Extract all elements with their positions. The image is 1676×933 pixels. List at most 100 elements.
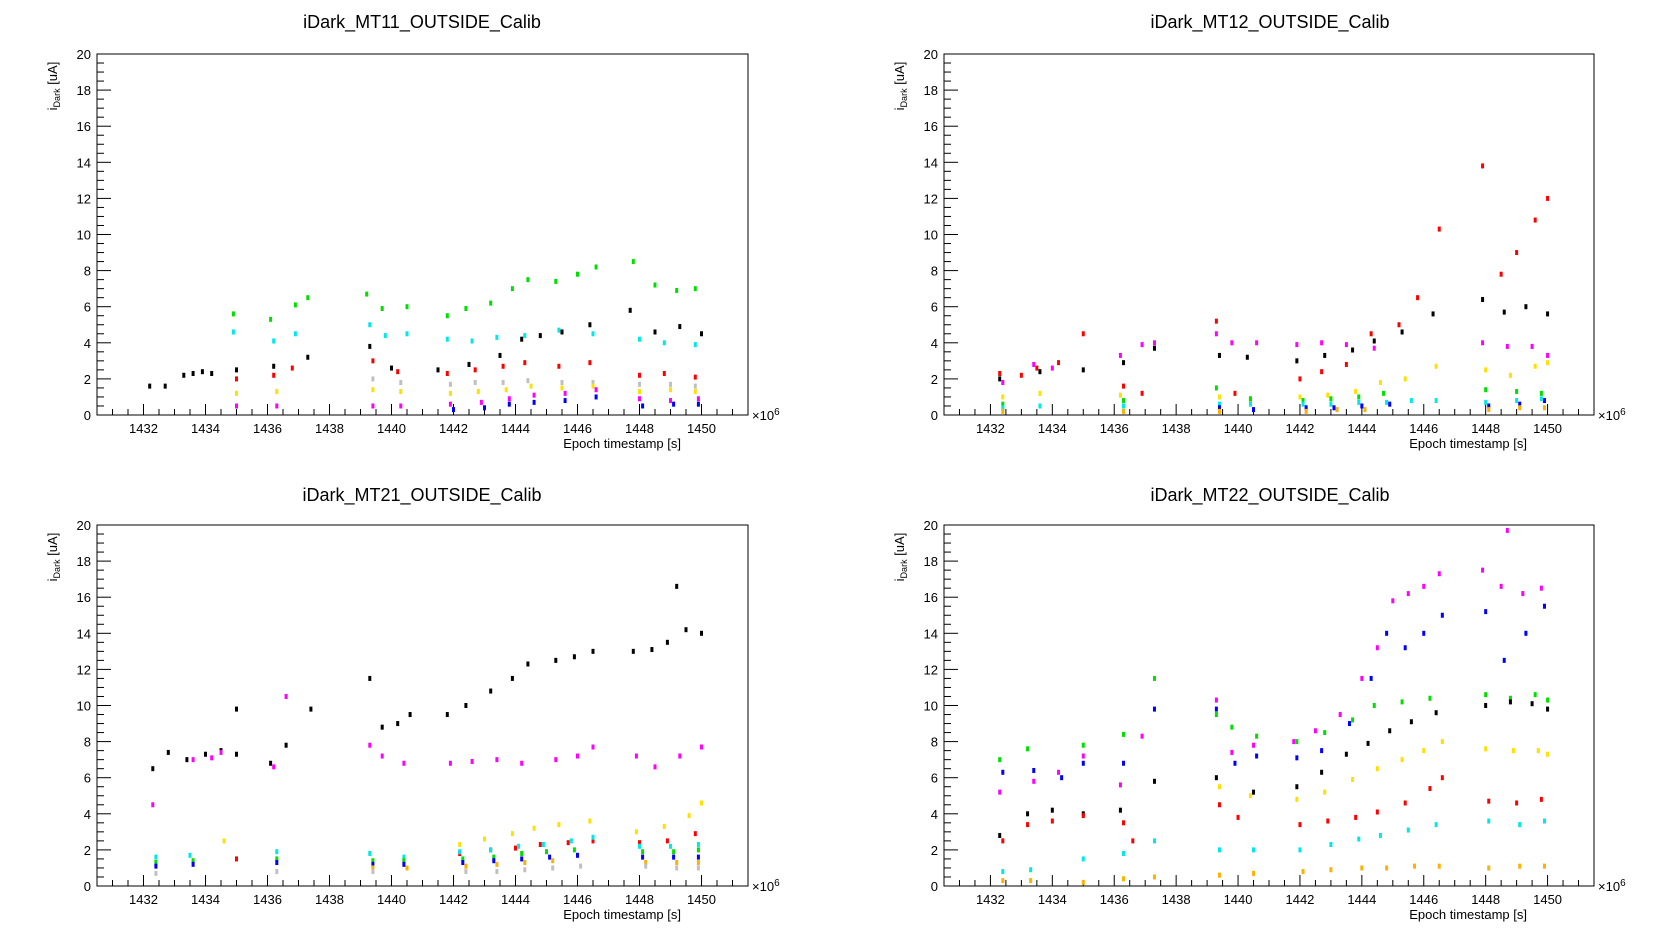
x-exponent-base: ×10	[1598, 879, 1620, 894]
data-point	[700, 331, 703, 337]
data-point	[1001, 408, 1005, 414]
data-point	[1217, 802, 1221, 808]
data-point	[1422, 748, 1426, 754]
plot-frame	[943, 53, 1595, 416]
data-point	[476, 389, 480, 395]
data-point	[498, 352, 502, 358]
data-point	[1536, 748, 1540, 754]
data-series-8	[1001, 863, 1546, 885]
x-tick-label: 1438	[1162, 421, 1191, 436]
data-point	[399, 403, 403, 409]
data-point	[1487, 865, 1491, 871]
data-point	[399, 380, 403, 386]
data-series-4	[235, 358, 697, 382]
data-point	[368, 675, 372, 681]
y-tick-label: 8	[931, 735, 938, 750]
data-point	[1081, 879, 1085, 885]
data-point	[383, 333, 387, 339]
data-point	[1060, 775, 1064, 781]
data-point	[669, 398, 672, 404]
data-point	[634, 753, 638, 759]
x-tick-label: 1446	[563, 421, 592, 436]
data-point	[1152, 345, 1156, 351]
data-point	[557, 363, 561, 369]
data-series-6	[1001, 775, 1543, 844]
data-point	[1217, 408, 1221, 414]
data-series-3	[998, 675, 1550, 763]
data-point	[554, 657, 558, 663]
data-point	[1539, 585, 1543, 591]
data-point	[1385, 865, 1389, 871]
data-point	[470, 338, 474, 344]
data-point	[1081, 856, 1085, 862]
data-point	[1081, 813, 1085, 819]
data-point	[1338, 712, 1342, 718]
data-point	[1214, 331, 1218, 337]
data-point	[1152, 874, 1156, 880]
data-point	[445, 336, 449, 342]
y-tick-label: 0	[84, 879, 91, 894]
data-point	[523, 333, 527, 339]
data-point	[204, 751, 207, 757]
x-exponent-power: 6	[774, 407, 780, 418]
data-point	[365, 291, 369, 297]
data-point	[188, 852, 192, 858]
data-series-1	[151, 583, 703, 772]
data-point	[1533, 363, 1537, 369]
data-point	[675, 865, 679, 871]
data-point	[1329, 867, 1333, 873]
data-point	[1329, 841, 1333, 847]
data-point	[1081, 760, 1085, 766]
data-point	[1332, 405, 1336, 411]
data-point	[1508, 699, 1512, 705]
data-point	[532, 392, 536, 398]
data-point	[371, 869, 375, 875]
x-tick-label: 1432	[129, 421, 158, 436]
y-tick-label: 14	[77, 626, 91, 641]
x-axis-label: Epoch timestamp [s]	[563, 436, 681, 451]
data-point	[644, 860, 648, 866]
data-point	[638, 843, 641, 849]
y-axis-label-sub: Dark	[52, 559, 62, 579]
data-point	[588, 322, 592, 328]
data-point	[1385, 630, 1389, 636]
data-point	[1388, 728, 1392, 734]
data-point	[235, 390, 238, 396]
data-point	[275, 403, 279, 409]
x-tick-label: 1444	[501, 892, 530, 907]
data-point	[1403, 800, 1407, 806]
y-tick-label: 14	[924, 155, 938, 170]
data-point	[1434, 822, 1438, 828]
data-point	[1295, 755, 1299, 761]
data-point	[693, 383, 697, 389]
data-point	[653, 282, 657, 288]
data-point	[1400, 699, 1404, 705]
data-point	[458, 841, 462, 847]
x-tick-label: 1444	[1347, 421, 1376, 436]
data-point	[1481, 340, 1485, 346]
data-point	[1422, 630, 1426, 636]
x-tick-label: 1442	[1285, 421, 1314, 436]
data-point	[1057, 769, 1061, 775]
x-exponent-power: 6	[1620, 407, 1626, 418]
data-point	[638, 336, 641, 342]
data-point	[700, 630, 703, 636]
data-point	[272, 363, 276, 369]
x-tick-label: 1434	[1038, 421, 1067, 436]
y-tick-label: 4	[931, 807, 938, 822]
x-tick-label: 1448	[1471, 892, 1500, 907]
data-point	[269, 316, 273, 322]
data-point	[1118, 392, 1122, 398]
data-series-2	[151, 693, 703, 808]
x-tick-label: 1432	[976, 892, 1005, 907]
y-tick-label: 2	[931, 843, 938, 858]
data-point	[461, 856, 465, 862]
y-tick-label: 6	[84, 300, 91, 315]
data-point	[191, 861, 195, 867]
data-point	[1026, 746, 1030, 752]
y-axis-label: iDark [uA]	[45, 62, 62, 111]
chart-panel-4: iDark_MT22_OUTSIDE_Calib 0 2 4 6 8 10 12 14 16 18 2…	[892, 485, 1626, 922]
data-point	[591, 834, 595, 840]
data-point	[396, 369, 400, 375]
data-point	[402, 760, 406, 766]
